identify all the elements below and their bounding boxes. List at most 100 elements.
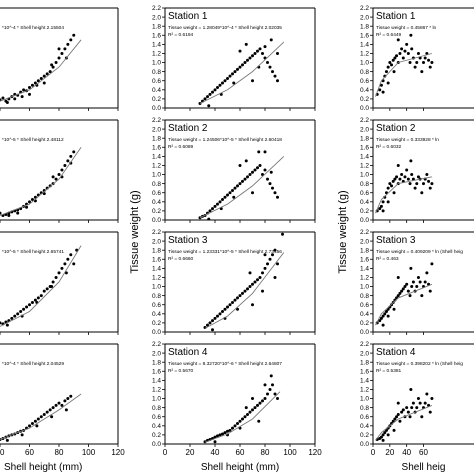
data-point — [251, 408, 254, 412]
y-tick-label: 2.0 — [152, 126, 161, 133]
station-label: Station 1 — [168, 11, 208, 22]
data-point — [413, 65, 417, 69]
y-tick-label: 1.8 — [360, 135, 369, 142]
data-point — [42, 412, 46, 416]
y-tick-label: 0.4 — [360, 87, 369, 94]
data-point — [395, 54, 399, 58]
data-point — [266, 392, 269, 396]
data-point — [218, 200, 222, 204]
data-point — [208, 321, 212, 325]
data-point — [408, 294, 412, 298]
data-point — [232, 195, 236, 199]
data-point — [409, 266, 413, 270]
data-point — [391, 58, 395, 62]
data-point — [7, 213, 11, 217]
y-tick-label: 0.2 — [360, 432, 369, 439]
data-point — [384, 70, 388, 74]
data-point — [273, 392, 277, 396]
y-tick-label: 1.4 — [152, 378, 161, 385]
y-axis-label: Tissue weight (g) — [337, 190, 349, 273]
data-point — [379, 83, 383, 87]
data-point — [381, 438, 385, 442]
data-point — [408, 182, 412, 186]
data-point — [393, 56, 397, 60]
fit-curve — [375, 53, 433, 97]
data-point — [379, 435, 383, 439]
y-tick-label: 1.2 — [152, 51, 161, 58]
y-tick-label: 1.6 — [152, 144, 161, 151]
data-point — [35, 424, 39, 428]
data-point — [257, 419, 261, 423]
y-tick-label: 0.4 — [360, 311, 369, 318]
r-squared: R² = 0.5381 — [376, 368, 402, 374]
data-point — [422, 61, 425, 65]
data-point — [221, 432, 224, 436]
data-point — [400, 289, 404, 293]
data-point — [238, 294, 242, 298]
y-tick-label: 0.0 — [360, 217, 369, 224]
data-point — [396, 275, 400, 279]
y-tick-label: 1.2 — [360, 387, 369, 394]
data-point — [427, 58, 431, 62]
data-point — [415, 182, 419, 186]
data-point — [221, 310, 224, 314]
data-point — [238, 65, 242, 69]
data-point — [228, 74, 232, 78]
data-point — [273, 275, 277, 279]
fit-equation: Tissue weight = 0.398202 * ln (Shell hei… — [376, 361, 463, 367]
r-squared: R² = 0.6089 — [168, 144, 194, 150]
points — [203, 374, 279, 444]
data-point — [413, 186, 417, 190]
data-point — [60, 168, 64, 172]
data-point — [216, 202, 219, 206]
data-point — [246, 287, 249, 291]
x-tick-label: 80 — [261, 448, 270, 457]
data-point — [381, 200, 385, 204]
data-point — [401, 408, 405, 412]
y-tick-label: 0.0 — [360, 329, 369, 336]
data-point — [218, 83, 222, 87]
data-point — [223, 307, 227, 311]
data-point — [263, 45, 267, 49]
data-point — [28, 92, 31, 96]
data-point — [430, 182, 434, 186]
data-point — [213, 88, 217, 92]
y-tick-label: 0.2 — [360, 320, 369, 327]
data-point — [22, 88, 26, 92]
y-tick-label: 1.6 — [360, 32, 369, 39]
data-point — [72, 150, 76, 154]
panel-c1-r3: 0.0 0.2 0.4 0.6 0.8 1.0 1.2 1.4 1.6 1.8 2.0 2.2 0 20 4… — [152, 341, 322, 457]
data-point — [268, 65, 272, 69]
data-point — [216, 86, 219, 90]
data-point — [0, 211, 2, 215]
data-point — [30, 83, 34, 87]
data-point — [427, 179, 431, 183]
data-point — [51, 406, 55, 410]
y-tick-label: 1.0 — [152, 396, 161, 403]
y-tick-label: 1.4 — [360, 266, 369, 273]
y-tick-label: 1.4 — [152, 42, 161, 49]
y-tick-label: 2.2 — [360, 341, 369, 348]
y-tick-label: 0.2 — [152, 96, 161, 103]
data-point — [28, 424, 31, 428]
y-tick-label: 0.0 — [152, 105, 161, 112]
data-point — [60, 51, 64, 55]
y-tick-label: 0.6 — [360, 78, 369, 85]
y-tick-label: 1.6 — [152, 256, 161, 263]
data-point — [383, 312, 387, 316]
y-tick-label: 2.0 — [152, 14, 161, 21]
y-tick-label: 0.6 — [152, 78, 161, 85]
data-point — [392, 307, 396, 311]
data-point — [273, 248, 277, 252]
points — [0, 394, 73, 442]
data-point — [415, 406, 419, 410]
data-point — [221, 198, 224, 202]
data-point — [408, 415, 412, 419]
data-point — [396, 38, 400, 42]
data-point — [263, 150, 267, 154]
y-tick-label: 0.2 — [152, 432, 161, 439]
data-point — [64, 408, 68, 412]
data-point — [241, 179, 244, 183]
data-point — [206, 95, 209, 99]
data-point — [1, 96, 5, 100]
